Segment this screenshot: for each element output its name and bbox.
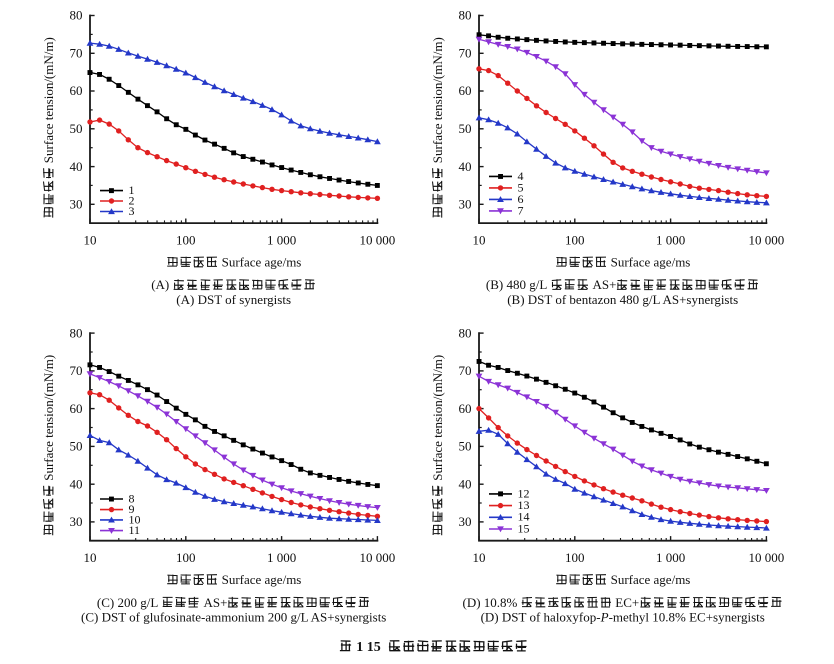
svg-text:10: 10: [129, 512, 141, 526]
svg-text:80: 80: [70, 325, 83, 340]
svg-text:(C) DST of glufosinate-ammoniu: (C) DST of glufosinate-ammonium 200 g/L …: [81, 610, 386, 625]
svg-text:100: 100: [176, 233, 196, 248]
svg-text:70: 70: [459, 46, 472, 61]
svg-text:9: 9: [129, 502, 135, 516]
svg-text:50: 50: [70, 121, 83, 136]
svg-text:AS+: AS+: [593, 277, 617, 292]
svg-text:1 000: 1 000: [267, 233, 296, 248]
svg-text:10: 10: [473, 550, 486, 565]
svg-text:Surface tension/(mN/m): Surface tension/(mN/m): [430, 37, 445, 163]
svg-text:13: 13: [518, 498, 530, 512]
svg-text:15: 15: [518, 521, 530, 535]
svg-text:50: 50: [70, 439, 83, 454]
svg-text:10 000: 10 000: [749, 550, 785, 565]
svg-text:(D) 10.8%: (D) 10.8%: [463, 595, 518, 610]
svg-text:(C) 200 g/L: (C) 200 g/L: [97, 595, 158, 610]
svg-text:Surface age/ms: Surface age/ms: [222, 572, 302, 587]
svg-text:AS+: AS+: [204, 595, 228, 610]
svg-text:10: 10: [84, 550, 97, 565]
svg-text:1: 1: [129, 183, 135, 197]
svg-text:100: 100: [176, 550, 196, 565]
svg-text:30: 30: [70, 514, 83, 529]
svg-text:60: 60: [70, 401, 83, 416]
svg-text:10: 10: [84, 233, 97, 248]
svg-text:10 000: 10 000: [360, 550, 396, 565]
svg-text:2: 2: [129, 193, 135, 207]
svg-text:70: 70: [70, 363, 83, 378]
svg-text:80: 80: [459, 325, 472, 340]
svg-text:50: 50: [459, 121, 472, 136]
svg-text:P: P: [600, 610, 609, 625]
svg-text:1 000: 1 000: [267, 550, 296, 565]
svg-text:30: 30: [459, 514, 472, 529]
svg-text:(B) DST of bentazon 480 g/L AS: (B) DST of bentazon 480 g/L AS+synergist…: [507, 292, 738, 307]
svg-text:1 15: 1 15: [356, 640, 381, 655]
svg-text:30: 30: [459, 197, 472, 212]
svg-text:(A) DST of synergists: (A) DST of synergists: [176, 292, 291, 307]
svg-text:70: 70: [70, 46, 83, 61]
svg-text:60: 60: [459, 83, 472, 98]
svg-text:60: 60: [459, 401, 472, 416]
svg-text:14: 14: [518, 510, 530, 524]
svg-text:3: 3: [129, 204, 135, 218]
svg-text:(A): (A): [151, 277, 169, 292]
svg-text:40: 40: [459, 159, 472, 174]
svg-text:Surface tension/(mN/m): Surface tension/(mN/m): [430, 355, 445, 481]
svg-text:5: 5: [518, 180, 524, 194]
svg-text:10 000: 10 000: [749, 233, 785, 248]
svg-text:-methyl 10.8% EC+synergists: -methyl 10.8% EC+synergists: [609, 610, 765, 625]
svg-text:1 000: 1 000: [656, 550, 685, 565]
svg-text:80: 80: [459, 8, 472, 23]
svg-text:EC+: EC+: [615, 595, 639, 610]
svg-text:10 000: 10 000: [360, 233, 396, 248]
svg-text:8: 8: [129, 491, 135, 505]
svg-text:12: 12: [518, 486, 530, 500]
svg-text:70: 70: [459, 363, 472, 378]
svg-text:50: 50: [459, 439, 472, 454]
svg-text:Surface age/ms: Surface age/ms: [611, 572, 691, 587]
svg-text:80: 80: [70, 8, 83, 23]
svg-text:4: 4: [518, 169, 524, 183]
svg-text:60: 60: [70, 83, 83, 98]
svg-text:Surface age/ms: Surface age/ms: [611, 254, 691, 269]
svg-text:(B) 480 g/L: (B) 480 g/L: [486, 277, 547, 292]
svg-text:30: 30: [70, 197, 83, 212]
svg-text:11: 11: [129, 523, 141, 537]
svg-text:Surface tension/(mN/m): Surface tension/(mN/m): [41, 37, 56, 163]
svg-text:(D) DST of haloxyfop-: (D) DST of haloxyfop-: [481, 610, 601, 625]
svg-text:6: 6: [518, 192, 524, 206]
svg-text:10: 10: [473, 233, 486, 248]
svg-text:40: 40: [459, 476, 472, 491]
svg-text:1 000: 1 000: [656, 233, 685, 248]
svg-text:40: 40: [70, 159, 83, 174]
svg-text:40: 40: [70, 476, 83, 491]
svg-text:Surface age/ms: Surface age/ms: [222, 254, 302, 269]
svg-text:Surface tension/(mN/m): Surface tension/(mN/m): [41, 355, 56, 481]
svg-text:100: 100: [565, 550, 585, 565]
svg-text:100: 100: [565, 233, 585, 248]
svg-text:7: 7: [518, 203, 524, 217]
